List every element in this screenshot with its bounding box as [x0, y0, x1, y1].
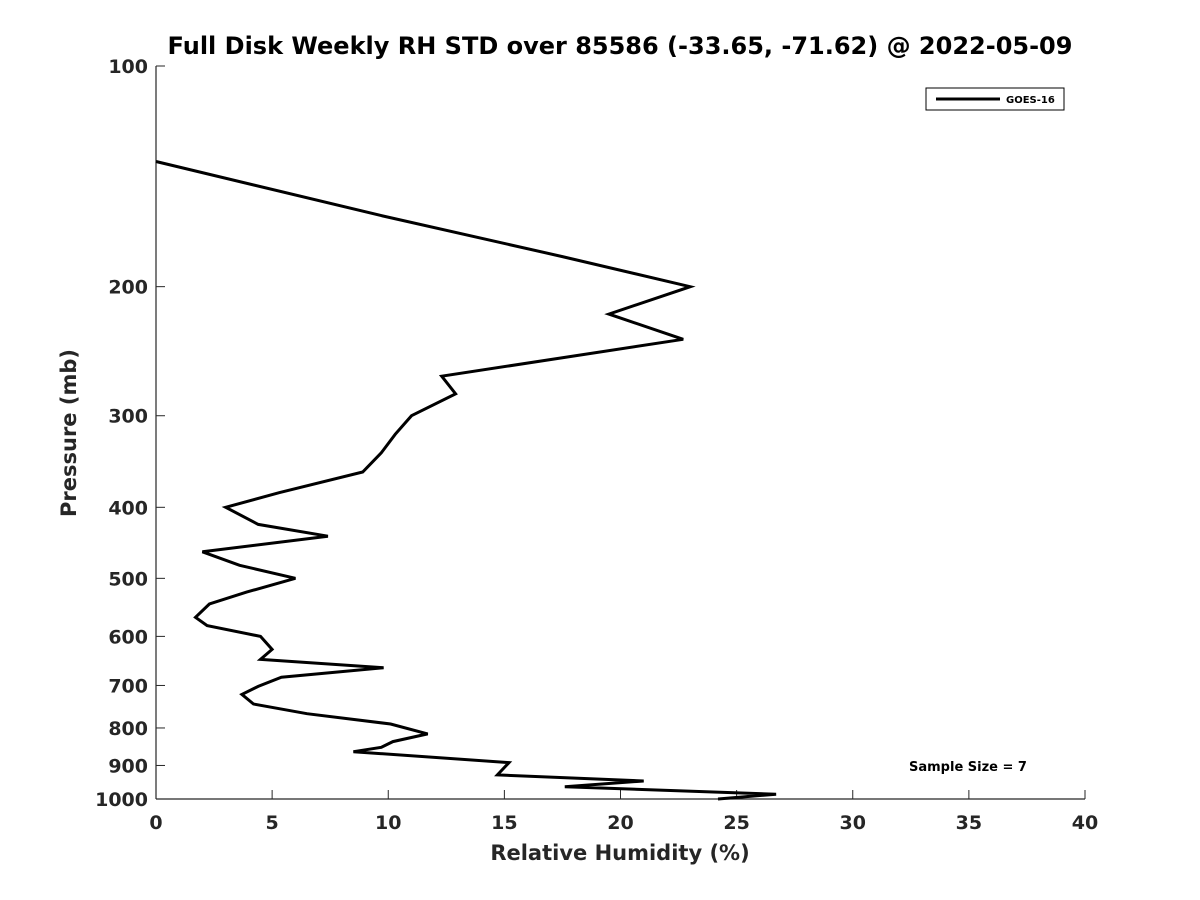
chart-title: Full Disk Weekly RH STD over 85586 (-33.… — [168, 32, 1073, 60]
y-tick-label: 700 — [108, 675, 148, 697]
series-line-goes-16 — [155, 160, 777, 801]
series-layer — [155, 160, 777, 801]
x-tick-label: 15 — [491, 812, 517, 834]
x-axis-ticks: 0 5 10 15 20 25 30 35 40 — [149, 790, 1098, 834]
y-tick-label: 900 — [108, 755, 148, 777]
x-tick-label: 10 — [375, 812, 401, 834]
y-axis-label: Pressure (mb) — [57, 349, 81, 517]
x-tick-label: 20 — [607, 812, 633, 834]
y-axis-ticks: 100 200 300 400 500 600 700 800 900 1000 — [95, 56, 165, 811]
x-tick-label: 5 — [266, 812, 279, 834]
y-tick-label: 600 — [108, 626, 148, 648]
plot-area: 0 5 10 15 20 25 30 35 40 100 200 300 400 500 600 700 80… — [95, 56, 1098, 834]
y-tick-label: 500 — [108, 568, 148, 590]
y-tick-label: 1000 — [95, 789, 148, 811]
x-axis-label: Relative Humidity (%) — [490, 841, 749, 865]
x-tick-label: 30 — [840, 812, 866, 834]
legend-label-goes-16: GOES-16 — [1006, 95, 1055, 106]
y-tick-label: 200 — [108, 277, 148, 299]
axes — [155, 66, 1085, 800]
x-tick-label: 40 — [1072, 812, 1098, 834]
y-tick-label: 800 — [108, 718, 148, 740]
sample-size-annotation: Sample Size = 7 — [909, 760, 1027, 775]
x-tick-label: 25 — [723, 812, 749, 834]
legend: GOES-16 — [925, 87, 1065, 111]
y-tick-label: 100 — [108, 56, 148, 78]
y-tick-label: 300 — [108, 406, 148, 428]
y-tick-label: 400 — [108, 497, 148, 519]
x-tick-label: 35 — [956, 812, 982, 834]
x-tick-label: 0 — [149, 812, 162, 834]
